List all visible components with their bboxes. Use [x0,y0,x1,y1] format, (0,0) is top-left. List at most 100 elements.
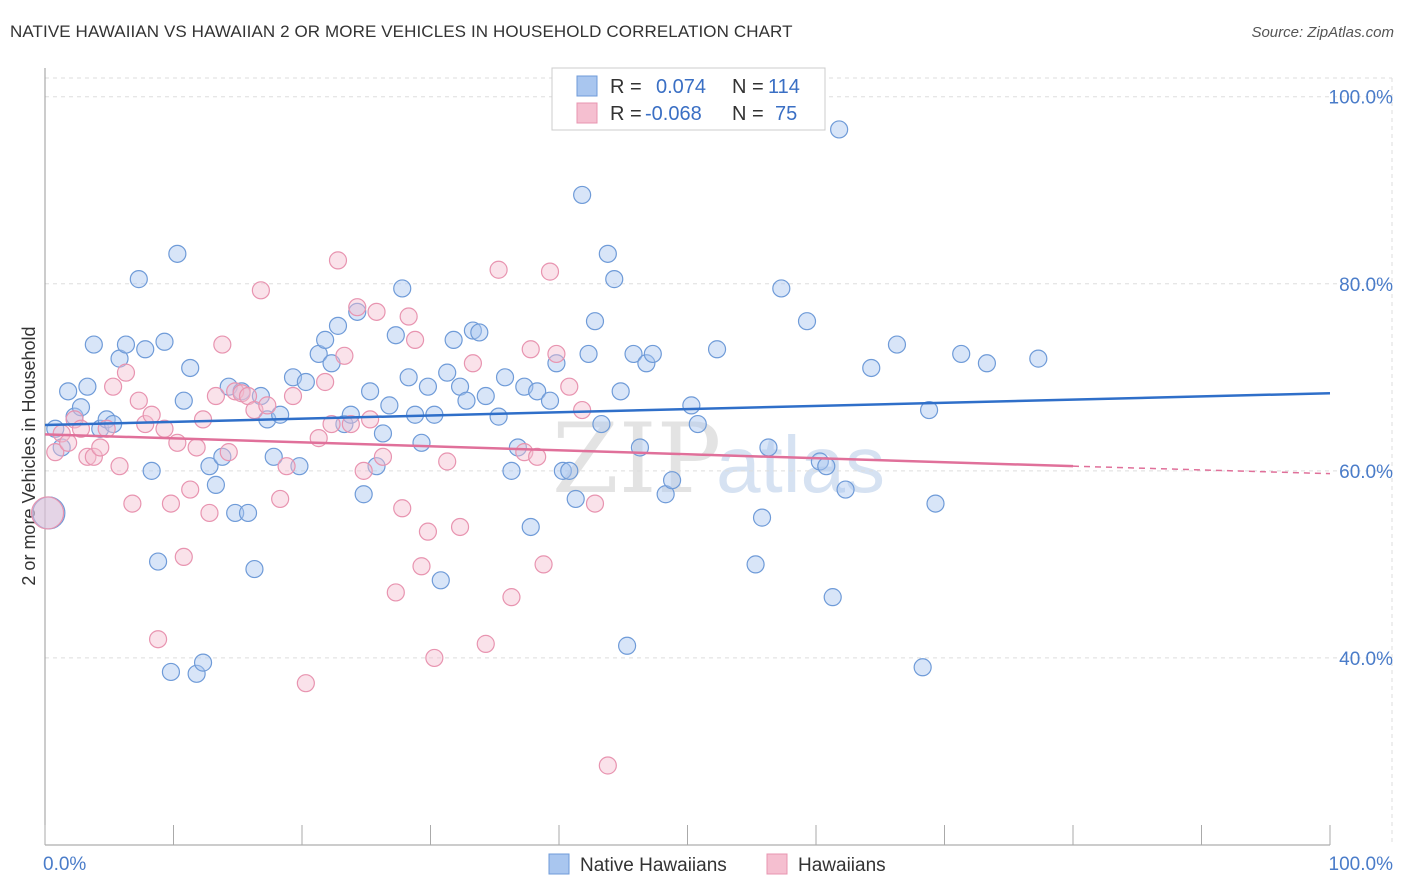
data-point [335,346,354,365]
data-point [283,386,303,406]
data-point [823,588,842,607]
data-point [463,354,483,373]
data-point [759,438,778,457]
data-point [187,438,206,457]
legend-r-value-1: 0.074 [656,76,706,98]
data-point [174,391,193,410]
bottom-legend-swatch-blue [548,853,570,875]
data-point [110,457,129,476]
data-point [271,489,290,509]
data-point [78,377,97,396]
data-point [380,396,399,415]
data-point [540,391,560,410]
data-point [457,391,476,410]
data-point [540,262,560,281]
legend-r-label-1: R = [610,76,642,98]
legend-r-value-2: -0.068 [645,103,702,125]
data-point [30,496,65,530]
data-point [425,648,444,668]
data-point [547,354,566,373]
data-point [238,503,258,523]
watermark: ZIP atlas [552,403,885,515]
data-point [412,557,431,576]
data-point [605,270,624,289]
bottom-legend-label-blue: Native Hawaiians [580,855,727,876]
data-point [181,480,200,499]
data-point [348,302,367,321]
y-tick-labels: 100.0% 80.0% 60.0% 40.0% [1329,88,1394,670]
data-point [463,321,483,340]
x-tick-label-max: 100.0% [1329,854,1394,875]
data-point [393,279,412,298]
data-point [598,244,617,263]
data-point [348,298,367,317]
data-point [592,414,611,434]
y-tick-label: 60.0% [1339,462,1393,483]
data-point [817,457,836,476]
data-point [489,260,508,279]
data-point [116,363,136,382]
data-point [598,756,617,775]
data-point [560,461,579,480]
data-point [251,281,270,300]
data-point [155,332,174,351]
data-point [450,517,470,537]
data-point [444,330,463,350]
data-point [148,552,168,571]
data-point [643,344,662,364]
watermark-atlas: atlas [716,420,885,509]
legend-n-label-2: N = [732,103,764,125]
data-point [328,316,348,335]
data-point [412,433,431,452]
legend-n-value-1: 114 [768,76,800,98]
y-tick-label: 100.0% [1329,88,1394,109]
data-point [579,344,598,364]
trend-line-native-hawaiians [44,391,1331,427]
data-point [470,323,489,342]
legend-swatch-blue [576,75,598,97]
data-point [78,447,97,466]
data-point [46,443,65,462]
data-point [476,386,495,406]
data-point [123,494,142,513]
data-point [399,307,418,326]
data-point [913,658,932,677]
legend-swatch-pink [576,102,598,124]
axes [44,68,1331,846]
data-point [316,372,335,392]
data-point [367,302,386,321]
data-point [547,344,566,364]
data-point [59,382,78,401]
data-point [193,653,213,672]
data-point [354,461,373,480]
data-point [386,326,405,345]
data-point [136,414,155,434]
data-point [682,396,701,415]
data-point [624,344,643,364]
data-point [136,340,155,359]
data-point [206,386,226,406]
data-point [84,335,103,354]
data-point [573,400,592,420]
y-tick-label: 40.0% [1339,649,1393,670]
chart-title: NATIVE HAWAIIAN VS HAWAIIAN 2 OR MORE VE… [10,22,793,41]
data-point [245,559,264,579]
data-point [129,270,148,289]
data-point [688,414,707,434]
data-point [322,414,341,434]
data-point [59,433,78,452]
data-point [168,433,187,452]
data-point [258,396,277,415]
data-point [438,452,457,471]
data-point [296,372,315,392]
data-point [489,407,508,426]
data-point [952,344,971,364]
series-native-hawaiians [32,120,1048,683]
data-point [528,447,547,466]
data-point [373,424,393,443]
data-point [502,461,521,480]
data-point [142,461,161,480]
data-point [277,457,296,476]
data-point [797,312,817,331]
